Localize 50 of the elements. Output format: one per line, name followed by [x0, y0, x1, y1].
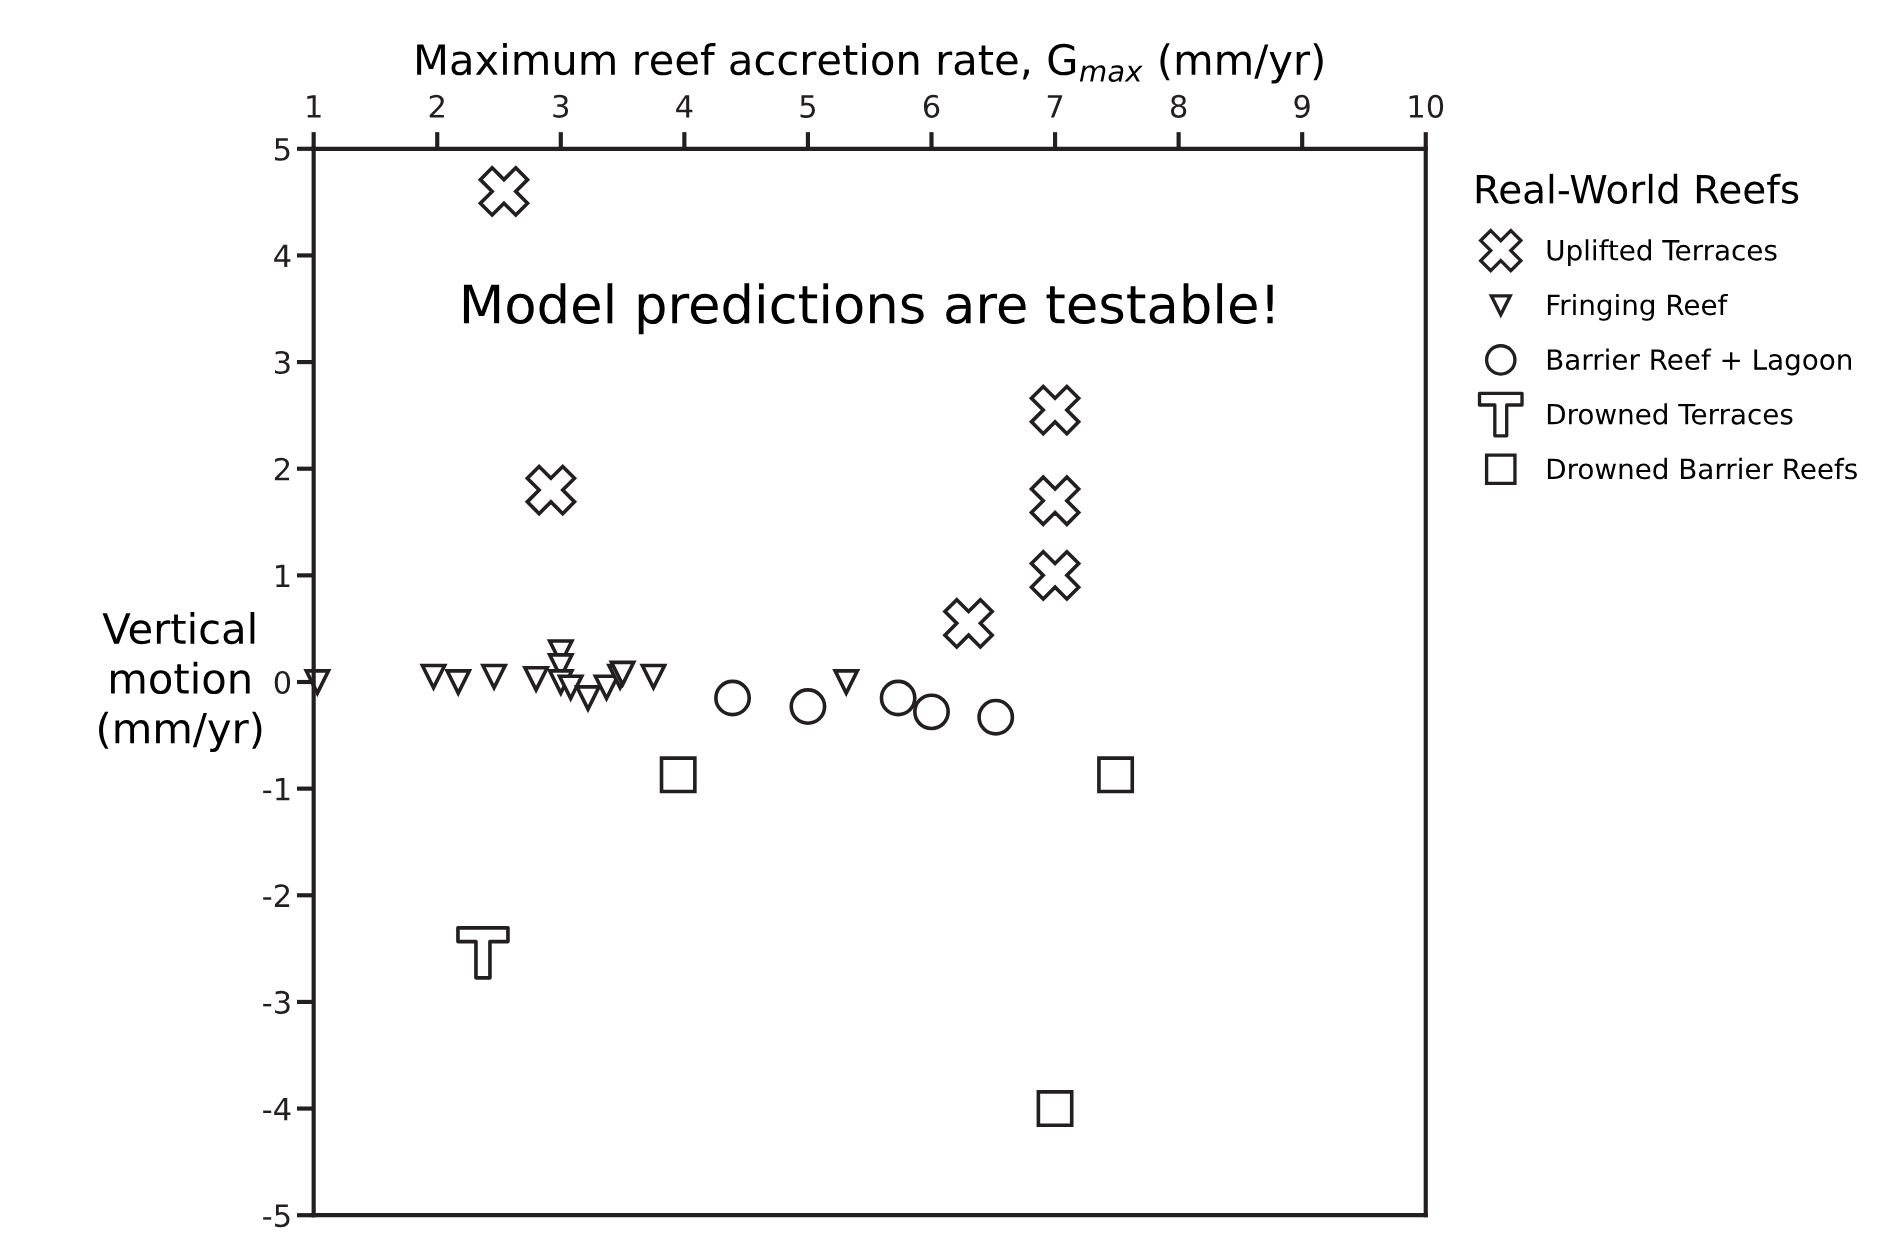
point [714, 679, 752, 717]
point [943, 597, 994, 649]
point [420, 663, 447, 690]
legend-label: Barrier Reef + Lagoon [1547, 348, 1852, 376]
point [523, 665, 549, 692]
x-tick-label: 2 [429, 94, 444, 118]
legend-title: Real-World Reefs [1476, 173, 1799, 204]
x-tick-label: 4 [676, 95, 693, 118]
point [1029, 549, 1081, 601]
point [1029, 475, 1081, 527]
x-tick-label: 1 [307, 95, 321, 118]
y-tick-label: 4 [274, 244, 291, 268]
y-tick-label: 2 [274, 457, 290, 481]
point [481, 663, 507, 690]
point [789, 688, 827, 725]
legend-label: Uplifted Terraces [1547, 239, 1777, 267]
point [525, 464, 577, 516]
y-tick-label: -1 [263, 777, 290, 801]
y-tick-label: -5 [263, 1204, 290, 1228]
x-tick-label: 7 [1047, 95, 1063, 118]
point [913, 693, 950, 731]
x-tick-label: 8 [1170, 94, 1187, 118]
y-tick-label: -4 [263, 1097, 291, 1121]
x-tick-label: 5 [800, 95, 815, 118]
point [1036, 1090, 1074, 1128]
y-tick-label: -2 [263, 884, 290, 907]
y-tick-label: 1 [276, 564, 290, 587]
point [1029, 384, 1081, 436]
point [879, 679, 917, 717]
y-axis-title: Vertical motion (mm/yr) [99, 612, 262, 752]
x-tick-label: 6 [923, 94, 940, 118]
point [478, 166, 530, 217]
point [556, 674, 585, 703]
y-tick-label: 5 [275, 138, 290, 161]
legend-label: Fringing Reef [1547, 293, 1728, 321]
point [659, 756, 697, 794]
annotation: Model predictions are testable! [463, 283, 1273, 335]
x-tick-label: 10 [1409, 94, 1444, 118]
x-axis-title: Maximum reef accretion rate, G$_{max}$ (mm/yr) [417, 43, 1323, 84]
legend-label: Drowned Terraces [1547, 403, 1793, 425]
x-tick-label: 9 [1294, 94, 1310, 118]
point [1097, 756, 1135, 794]
point [977, 698, 1015, 736]
point [456, 926, 510, 980]
legend-label: Drowned Barrier Reefs [1547, 457, 1857, 480]
point [640, 663, 667, 690]
y-tick-label: -3 [263, 990, 290, 1014]
y-tick-label: 0 [274, 670, 291, 695]
y-tick-label: 3 [275, 351, 290, 375]
x-tick-label: 3 [553, 94, 569, 118]
